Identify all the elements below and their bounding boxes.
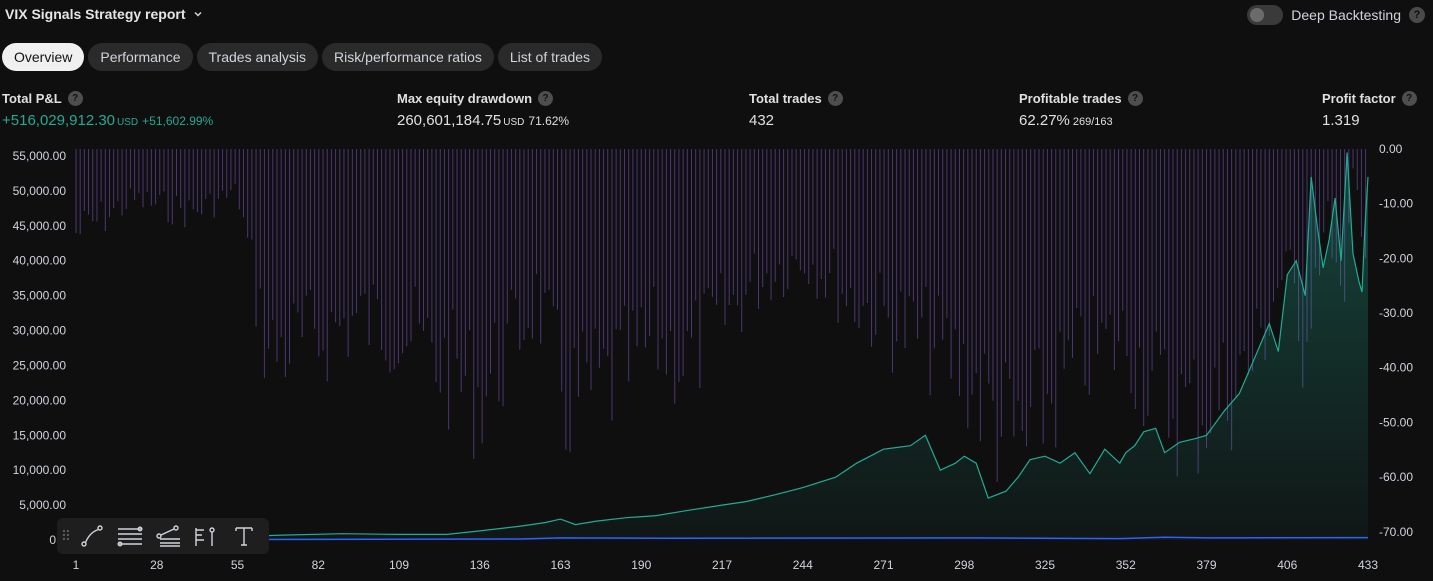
x-axis-tick: 379 — [1196, 558, 1216, 572]
strategy-title: VIX Signals Strategy report — [5, 6, 186, 22]
x-axis-tick: 163 — [550, 558, 570, 572]
tab-overview[interactable]: Overview — [2, 43, 85, 71]
total-trades-value: 432 — [749, 112, 775, 129]
profit-factor-label: Profit factor — [1322, 91, 1396, 106]
x-axis-tick: 217 — [712, 558, 732, 572]
profitable-trades-label: Profitable trades — [1019, 91, 1122, 106]
x-axis-tick: 298 — [954, 558, 974, 572]
equity-line — [75, 152, 1369, 540]
x-axis-tick: 1 — [73, 558, 80, 572]
right-axis-tick: -10.00 — [1379, 197, 1413, 211]
metric-max-drawdown: Max equity drawdown? 260,601,184.75 USD 71… — [397, 91, 569, 129]
right-axis-tick: -60.00 — [1379, 470, 1413, 484]
report-tabs: Overview Performance Trades analysis Ris… — [2, 43, 603, 71]
deep-backtesting: Deep Backtesting ? — [1247, 5, 1425, 25]
info-icon[interactable]: ? — [1401, 91, 1417, 106]
left-axis-tick: 40,000.00 — [13, 254, 67, 268]
equity-area — [76, 152, 1368, 540]
x-axis-tick: 406 — [1277, 558, 1297, 572]
metric-profit-factor: Profit factor? 1.319 — [1322, 91, 1417, 129]
drag-handle-icon[interactable]: ⠿ — [60, 527, 71, 544]
right-axis-tick: -20.00 — [1379, 251, 1413, 265]
total-pnl-unit: USD — [117, 117, 139, 128]
info-icon[interactable]: ? — [827, 91, 843, 106]
left-axis-tick: 45,000.00 — [13, 219, 67, 233]
fib-levels-tool-icon[interactable] — [111, 518, 149, 554]
left-axis-tick: 20,000.00 — [13, 393, 67, 407]
right-axis-tick: -50.00 — [1379, 415, 1413, 429]
max-drawdown-value: 260,601,184.75 — [397, 112, 502, 129]
profit-factor-value: 1.319 — [1322, 112, 1360, 129]
x-axis-tick: 244 — [793, 558, 813, 572]
equity-chart[interactable]: 55,000.00 50,000.00 45,000.00 40,000.00 35,0… — [0, 140, 1433, 581]
total-pnl-percent: +51,602.99% — [142, 114, 214, 128]
chevron-down-icon — [193, 11, 202, 17]
x-axis-tick: 55 — [231, 558, 245, 572]
toggle-knob — [1250, 8, 1265, 22]
info-icon[interactable]: ? — [1127, 91, 1143, 106]
max-drawdown-percent: 71.62% — [528, 114, 570, 128]
report-header: VIX Signals Strategy report Deep Backtes… — [0, 0, 1433, 34]
deep-backtesting-toggle[interactable] — [1247, 5, 1284, 25]
profitable-trades-ratio: 269/163 — [1072, 116, 1113, 128]
metric-total-pnl: Total P&L? +516,029,912.30 USD +51,602.99% — [2, 91, 213, 129]
info-icon[interactable]: ? — [67, 91, 83, 106]
profitable-trades-value: 62.27% — [1019, 112, 1070, 129]
right-axis: 0.00 -10.00 -20.00 -30.00 -40.00 -50.00 -60.00… — [1379, 142, 1413, 539]
deep-backtesting-label: Deep Backtesting — [1291, 7, 1401, 23]
x-axis-tick: 136 — [470, 558, 490, 572]
total-pnl-label: Total P&L — [2, 91, 62, 106]
metric-total-trades: Total trades? 432 — [749, 91, 843, 129]
x-axis-tick: 82 — [312, 558, 326, 572]
total-pnl-value: +516,029,912.30 — [2, 112, 116, 129]
left-axis-tick: 30,000.00 — [13, 324, 67, 338]
total-trades-label: Total trades — [749, 91, 822, 106]
help-icon[interactable]: ? — [1409, 7, 1425, 23]
tab-risk-performance-ratios[interactable]: Risk/performance ratios — [322, 43, 494, 71]
x-axis-tick: 271 — [873, 558, 893, 572]
left-axis-tick: 50,000.00 — [13, 184, 67, 198]
trend-line-tool-icon[interactable] — [73, 518, 111, 554]
x-axis-tick: 28 — [150, 558, 164, 572]
tab-trades-analysis[interactable]: Trades analysis — [196, 43, 319, 71]
x-axis-tick: 352 — [1116, 558, 1136, 572]
text-tool-icon[interactable] — [225, 518, 263, 554]
x-axis-tick: 433 — [1358, 558, 1378, 572]
left-axis-tick: 55,000.00 — [13, 149, 67, 163]
metric-profitable-trades: Profitable trades? 62.27% 269/163 — [1019, 91, 1143, 129]
left-axis-tick: 35,000.00 — [13, 289, 67, 303]
x-axis-tick: 325 — [1035, 558, 1055, 572]
right-axis-tick: -70.00 — [1379, 525, 1413, 539]
right-axis-tick: -30.00 — [1379, 306, 1413, 320]
right-axis-tick: -40.00 — [1379, 361, 1413, 375]
max-drawdown-label: Max equity drawdown — [397, 91, 533, 106]
buy-hold-line — [75, 536, 1369, 541]
left-axis-tick: 15,000.00 — [13, 428, 67, 442]
tab-list-of-trades[interactable]: List of trades — [497, 43, 603, 71]
left-axis-tick: 25,000.00 — [13, 358, 67, 372]
position-tool-icon[interactable] — [187, 518, 225, 554]
x-axis: 1 28 55 82 109 136 163 190 217 244 271 298 325 352 379… — [73, 558, 1379, 572]
left-axis: 55,000.00 50,000.00 45,000.00 40,000.00 35,0… — [13, 149, 67, 547]
info-icon[interactable]: ? — [538, 91, 554, 106]
left-axis-tick: 5,000.00 — [19, 498, 66, 512]
drawdown-bars — [75, 149, 1367, 482]
pitchfork-tool-icon[interactable] — [149, 518, 187, 554]
left-axis-tick: 10,000.00 — [13, 463, 67, 477]
max-drawdown-unit: USD — [503, 117, 525, 128]
tab-performance[interactable]: Performance — [88, 43, 193, 71]
drawing-toolbar: ⠿ — [57, 518, 269, 554]
right-axis-tick: 0.00 — [1379, 142, 1403, 156]
strategy-title-dropdown[interactable]: VIX Signals Strategy report — [5, 6, 204, 22]
x-axis-tick: 109 — [389, 558, 409, 572]
x-axis-tick: 190 — [631, 558, 651, 572]
